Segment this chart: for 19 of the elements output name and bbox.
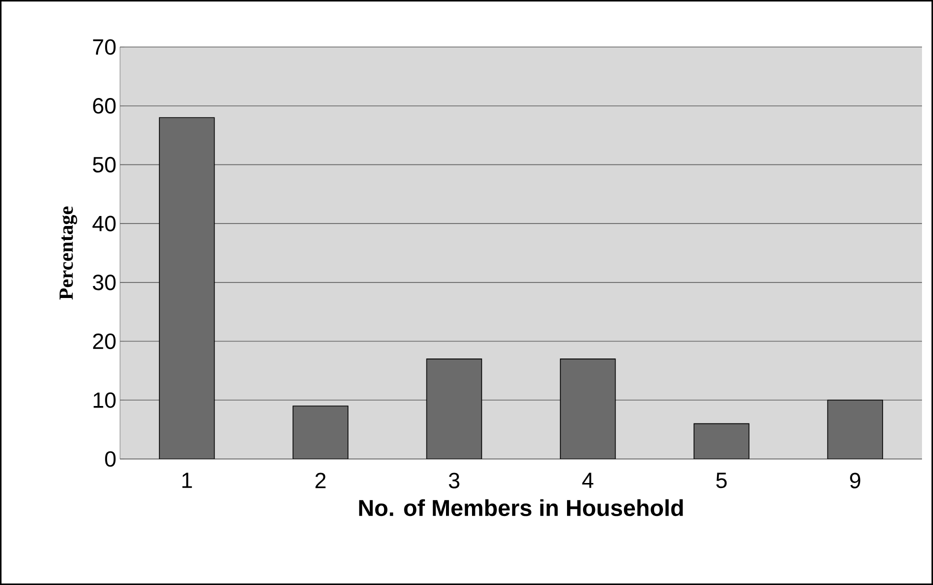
y-tick-label: 70 xyxy=(93,39,116,55)
x-tick-label: 4 xyxy=(582,472,594,488)
x-axis-title: No. of Members in Household xyxy=(359,499,683,516)
y-tick-label: 0 xyxy=(105,451,116,467)
y-tick-label: 20 xyxy=(93,333,116,350)
bar xyxy=(292,406,348,459)
y-tick-label: 40 xyxy=(92,216,116,232)
x-tick-label: 1 xyxy=(182,472,192,488)
bar xyxy=(694,423,750,459)
bar xyxy=(827,400,884,459)
x-tick-label: 3 xyxy=(448,472,460,488)
y-tick-label: 50 xyxy=(92,156,116,172)
x-tick-label: 5 xyxy=(716,472,727,488)
y-tick-label: 60 xyxy=(93,98,116,114)
x-tick-label: 9 xyxy=(850,472,860,488)
y-axis-title: Percentage xyxy=(60,206,78,300)
x-tick-label: 2 xyxy=(316,472,326,488)
y-tick-label: 10 xyxy=(94,392,116,408)
y-tick-label: 30 xyxy=(92,274,116,290)
